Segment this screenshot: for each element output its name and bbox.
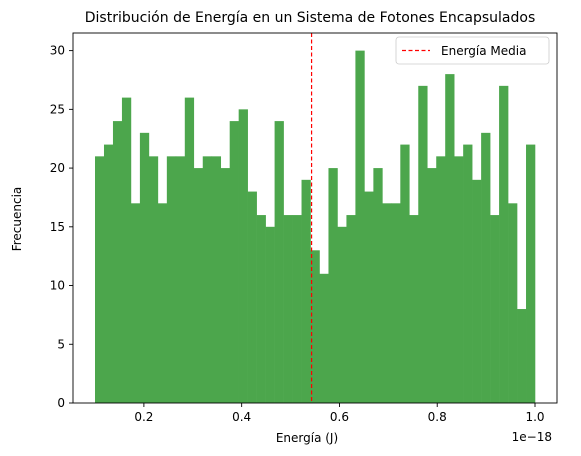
histogram-bar	[130, 203, 141, 403]
histogram-bar	[95, 156, 105, 403]
histogram-bar	[517, 309, 527, 403]
histogram-bar	[472, 179, 482, 403]
x-tick-label: 0.2	[134, 410, 153, 424]
histogram-bar	[454, 156, 464, 403]
histogram-bar	[166, 156, 177, 403]
y-tick-label: 0	[57, 396, 65, 410]
histogram-bar	[292, 215, 302, 403]
histogram-bar	[337, 226, 347, 403]
histogram-bar	[157, 203, 168, 403]
histogram-bar	[382, 203, 392, 403]
y-tick-label: 15	[50, 220, 65, 234]
histogram-bar	[211, 156, 222, 403]
plot-area-frame	[72, 32, 558, 404]
histogram-bar	[202, 156, 213, 403]
x-tick-label: 0.4	[232, 410, 251, 424]
histogram-bar	[247, 191, 257, 403]
y-tick-label: 30	[50, 44, 65, 58]
histogram-bar	[310, 250, 320, 403]
histogram-bar	[499, 85, 509, 403]
histogram-bar	[103, 144, 114, 404]
histogram-bar	[328, 168, 338, 403]
histogram-bar	[238, 109, 248, 403]
histogram-bar	[301, 179, 311, 403]
x-tick-label: 0.8	[428, 410, 447, 424]
legend-box	[395, 36, 550, 65]
x-axis: 0.2 0.4 0.6 0.8 1.0	[134, 403, 545, 424]
x-tick-label: 1.0	[525, 410, 544, 424]
histogram-bar	[526, 144, 536, 404]
histogram-bar	[274, 121, 284, 403]
histogram-bar	[346, 215, 356, 403]
y-tick-label: 20	[50, 161, 65, 175]
histogram-bar	[508, 203, 518, 403]
y-tick-label: 25	[50, 102, 65, 116]
x-axis-label: Energía (J)	[276, 431, 338, 445]
histogram-bar	[112, 121, 123, 403]
y-tick-label: 5	[57, 337, 65, 351]
histogram-bar	[184, 97, 195, 403]
chart-title: Distribución de Energía en un Sistema de…	[85, 10, 536, 26]
histogram-bar	[148, 156, 159, 403]
legend-label-mean: Energía Media	[441, 44, 526, 58]
histogram-bar	[121, 97, 132, 403]
histogram-bar	[265, 226, 275, 403]
x-tick-label: 0.6	[330, 410, 349, 424]
histogram-bar	[373, 168, 383, 403]
histogram-bar	[193, 168, 204, 403]
histogram-bar	[436, 156, 446, 403]
histogram-bar	[175, 156, 186, 403]
y-tick-label: 10	[50, 279, 65, 293]
histogram-bar	[319, 273, 329, 403]
y-axis: 0 5 10 15 20 25 30	[50, 44, 73, 410]
histogram-bar	[409, 215, 419, 403]
histogram-bar	[418, 85, 428, 403]
histogram-bar	[283, 215, 293, 403]
histogram-bar	[256, 215, 266, 403]
histogram-bar	[445, 74, 455, 403]
histogram-bar	[355, 50, 365, 403]
histogram-bar	[490, 215, 500, 403]
histogram-bar	[391, 203, 401, 403]
histogram-bar	[364, 191, 374, 403]
histogram-bar	[463, 144, 473, 404]
histogram-bar	[220, 168, 230, 403]
histogram-bar	[427, 168, 437, 403]
histogram-bar	[139, 132, 150, 404]
y-axis-label: Frecuencia	[10, 187, 24, 252]
histogram-bars	[95, 50, 536, 404]
histogram-bar	[400, 144, 410, 404]
histogram-bar	[229, 121, 239, 403]
histogram-bar	[481, 132, 491, 404]
legend: Energía Media	[395, 36, 550, 65]
x-axis-offset-label: 1e−18	[512, 430, 552, 444]
